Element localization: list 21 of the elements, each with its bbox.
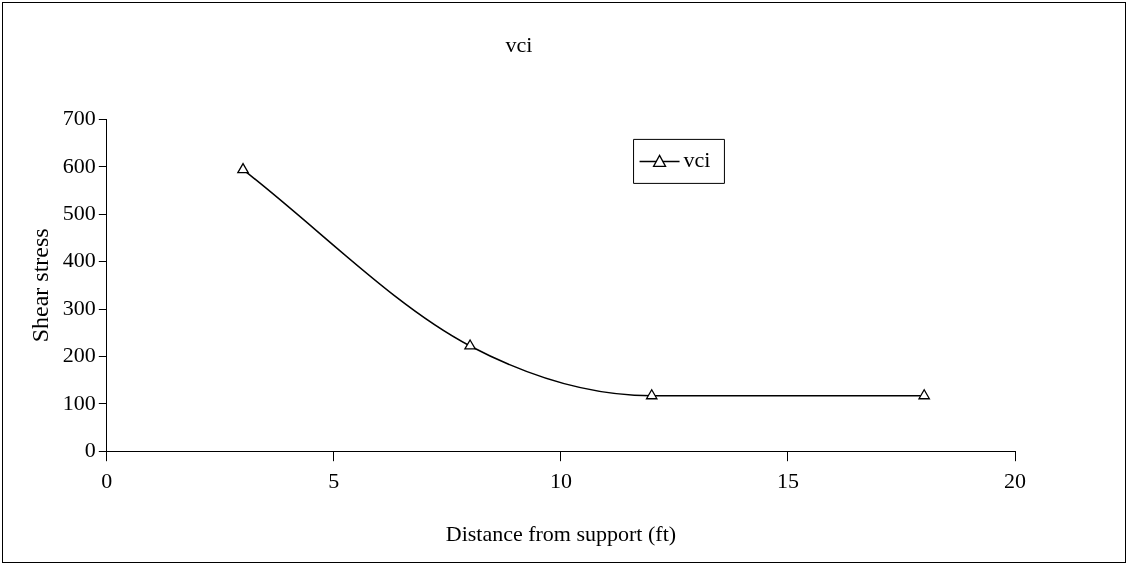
legend-label: vci (683, 147, 711, 173)
y-tick-label: 200 (62, 342, 96, 368)
point (237, 162, 249, 174)
chart-title: vci (505, 31, 533, 57)
point (464, 339, 476, 350)
y-axis-title: Shear stress (26, 228, 53, 343)
y-tick-label: 500 (62, 199, 96, 225)
x-axis-title: Distance from support (ft) (445, 520, 677, 546)
y-tick-label: 600 (62, 152, 96, 178)
x-tick-label: 5 (328, 468, 340, 494)
x-tick-label: 10 (549, 468, 572, 494)
point (918, 389, 931, 400)
y-tick-label: 700 (62, 105, 96, 131)
x-tick-label: 0 (101, 468, 113, 494)
y-tick-label: 300 (62, 294, 96, 320)
y-tick-label: 100 (62, 389, 96, 415)
y-tick-label: 400 (62, 247, 96, 273)
x-tick-label: 15 (776, 468, 799, 494)
point (645, 389, 658, 400)
y-tick-label: 0 (84, 436, 96, 462)
x-tick-label: 20 (1004, 468, 1026, 494)
